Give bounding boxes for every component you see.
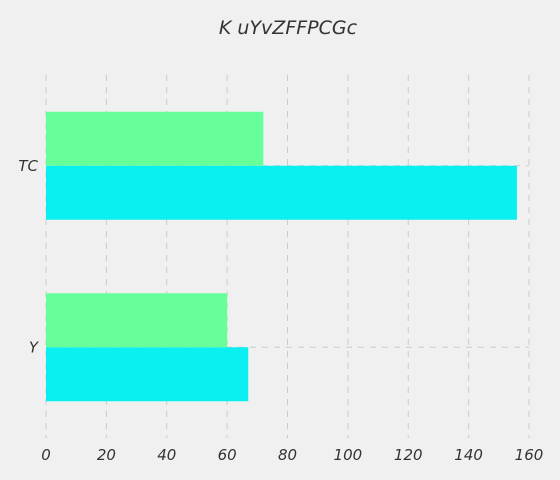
y-tick-labels: Y TC [18, 157, 39, 357]
x-tick-label: 20 [97, 446, 116, 464]
x-tick-label: 100 [334, 446, 363, 464]
x-tick-label: 60 [218, 446, 237, 464]
x-tick-label: 80 [278, 446, 297, 464]
bar-TC-series-1 [46, 165, 517, 220]
x-tick-label: 160 [515, 446, 544, 464]
bars [46, 111, 517, 402]
chart-title: K uYvZFFPCGc [219, 17, 358, 39]
y-tick-label: Y [29, 338, 40, 356]
x-tick-labels: 0 20 40 60 80 100 120 140 160 [41, 446, 543, 464]
x-tick-label: 0 [41, 446, 51, 464]
x-tick-label: 140 [454, 446, 483, 464]
bar-Y-series-2 [46, 293, 228, 348]
bar-TC-series-2 [46, 111, 264, 166]
x-tick-label: 120 [394, 446, 423, 464]
bar-Y-series-1 [46, 347, 249, 402]
x-tick-label: 40 [157, 446, 176, 464]
y-tick-label: TC [18, 157, 38, 175]
